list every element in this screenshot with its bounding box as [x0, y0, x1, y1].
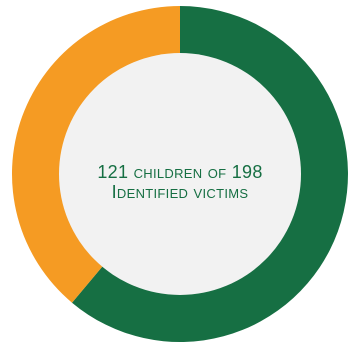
donut-center-circle [59, 53, 301, 295]
center-label-line1: 121 children of 198 [97, 162, 262, 182]
center-label-line2: Identified victims [112, 182, 249, 202]
